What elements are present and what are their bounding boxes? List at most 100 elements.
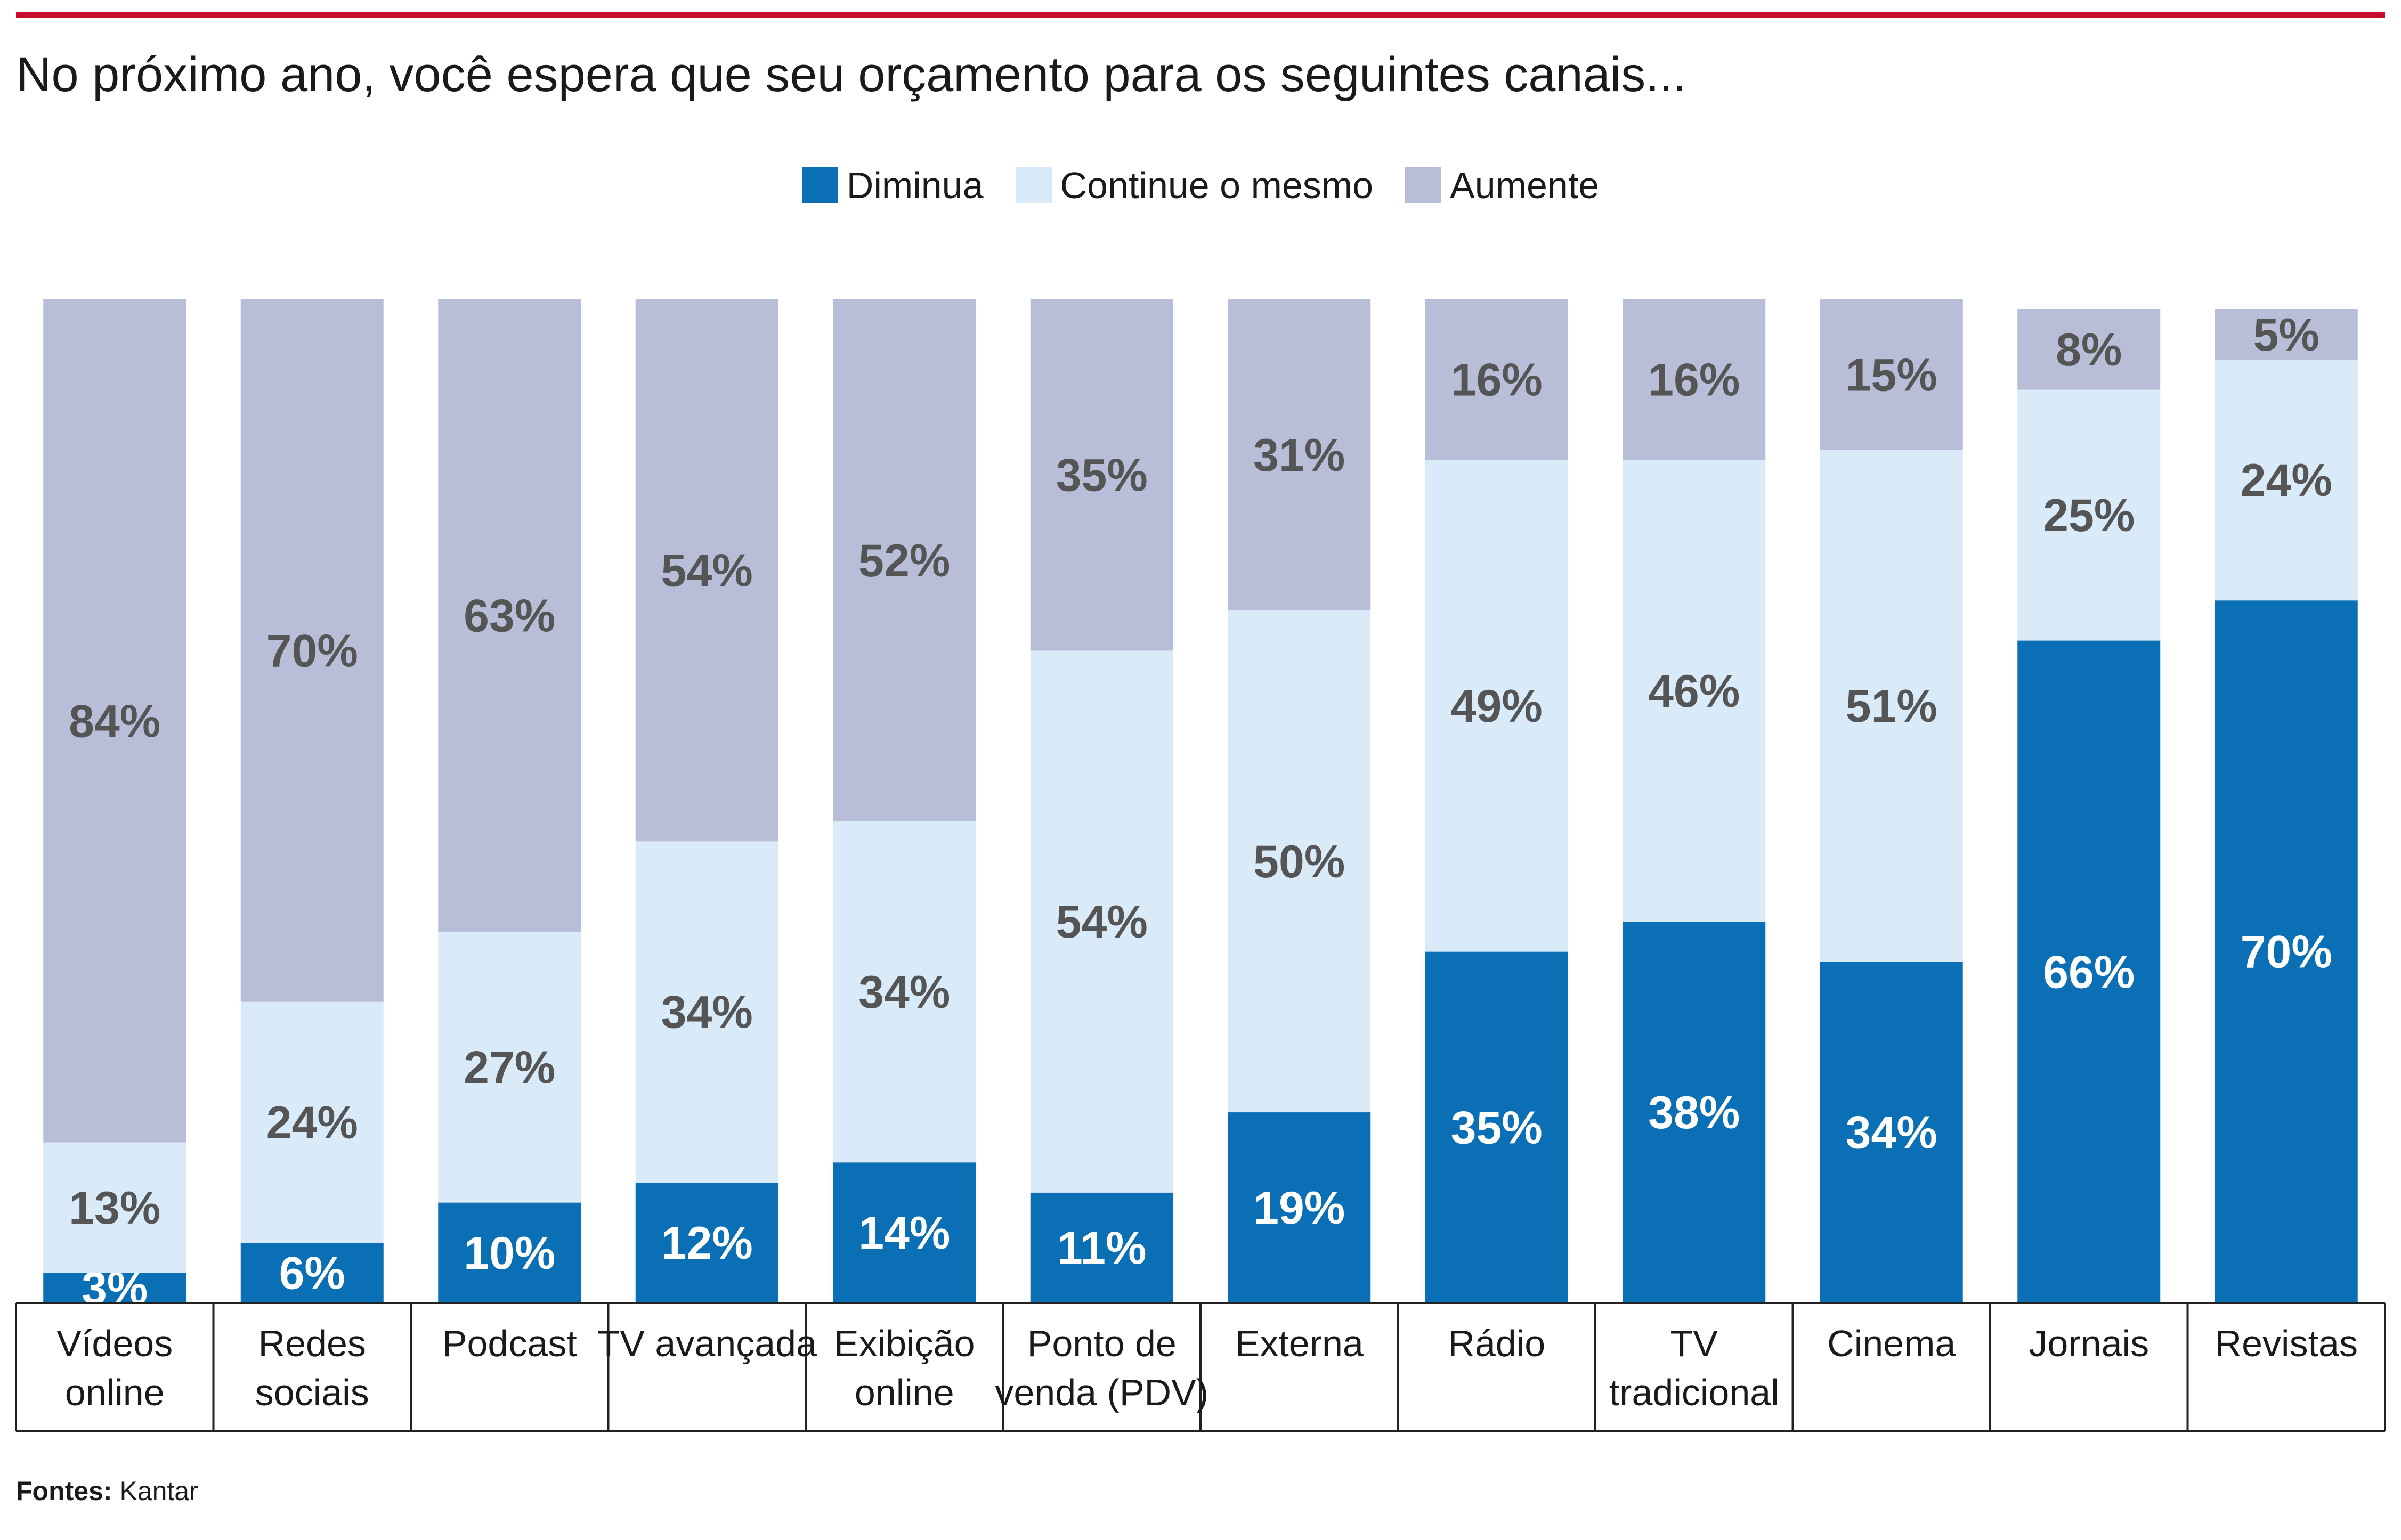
bar-value-label: 27%: [464, 1042, 555, 1093]
bar-segment: [1228, 299, 1371, 611]
category-label: Externa: [1235, 1323, 1364, 1364]
legend-swatch-aumente: [1405, 167, 1442, 203]
bar-value-label: 5%: [2253, 309, 2319, 361]
category-label: Jornais: [2029, 1323, 2149, 1364]
bar-segment: [833, 821, 976, 1163]
category-label: Cinema: [1827, 1323, 1956, 1364]
bar-segment: [2215, 600, 2358, 1303]
category-label: Exibição: [834, 1323, 975, 1364]
bar-value-label: 35%: [1451, 1102, 1543, 1153]
legend-label-continue: Continue o mesmo: [1060, 165, 1374, 206]
bar-segment: [1820, 962, 1963, 1303]
source-note: Fontes: Kantar: [16, 1476, 198, 1506]
bar-segment: [240, 1242, 384, 1303]
bar-value-label: 46%: [1648, 666, 1740, 717]
bar-value-label: 16%: [1451, 355, 1543, 406]
bar-value-label: 16%: [1648, 355, 1740, 406]
bar-segment: [1228, 610, 1371, 1113]
bar-value-label: 70%: [2241, 927, 2332, 978]
legend-item-diminua: Diminua: [801, 164, 984, 207]
bar-value-label: 49%: [1451, 681, 1543, 732]
bar-segment: [1228, 1112, 1371, 1303]
bar-segment: [240, 299, 384, 1002]
bar-segment: [43, 1273, 186, 1303]
legend-label-diminua: Diminua: [846, 165, 984, 206]
bar-value-label: 54%: [1056, 897, 1148, 948]
bar-segment: [1030, 650, 1173, 1193]
bar-segment: [1030, 1192, 1173, 1303]
source-text: Kantar: [119, 1476, 198, 1506]
bar-value-label: 52%: [858, 535, 950, 586]
bar-value-label: 25%: [2043, 490, 2135, 541]
bar-segment: [2017, 640, 2161, 1303]
bar-segment: [1623, 299, 1766, 460]
bar-segment: [438, 931, 581, 1203]
bar-segment: [43, 1142, 186, 1273]
category-label: venda (PDV): [995, 1372, 1208, 1413]
bar-segment: [1425, 299, 1568, 460]
bar-segment: [1425, 460, 1568, 952]
category-label: Rádio: [1448, 1323, 1545, 1364]
bar-value-label: 6%: [279, 1248, 345, 1299]
bar-value-label: 34%: [1846, 1107, 1937, 1159]
bar-segment: [1820, 450, 1963, 962]
bar-segment: [1623, 460, 1766, 922]
category-label: Podcast: [442, 1323, 577, 1364]
bar-value-label: 12%: [661, 1218, 753, 1269]
bar-value-label: 38%: [1648, 1087, 1740, 1138]
bar-value-label: 63%: [464, 590, 555, 641]
category-label: TV: [1670, 1323, 1718, 1364]
bar-value-label: 8%: [2056, 324, 2122, 376]
legend: Diminua Continue o mesmo Aumente: [0, 164, 2401, 207]
category-label: sociais: [255, 1372, 369, 1413]
bar-segment: [833, 1162, 976, 1303]
category-label: TV avançada: [597, 1323, 817, 1364]
legend-item-continue: Continue o mesmo: [1015, 164, 1374, 207]
chart-title: No próximo ano, você espera que seu orça…: [16, 47, 1686, 102]
bar-value-label: 13%: [69, 1183, 160, 1234]
bar-value-label: 34%: [858, 967, 950, 1018]
bar-value-label: 50%: [1253, 836, 1345, 887]
bar-value-label: 19%: [1253, 1183, 1345, 1234]
legend-swatch-diminua: [801, 167, 838, 203]
bar-value-label: 11%: [1057, 1223, 1146, 1274]
bar-value-label: 70%: [266, 625, 358, 677]
bar-segment: [2017, 389, 2161, 641]
bar-segment: [438, 1202, 581, 1303]
category-label: Redes: [258, 1323, 366, 1364]
bar-segment: [2017, 309, 2161, 390]
top-rule: [16, 12, 2385, 18]
category-label: tradicional: [1609, 1372, 1779, 1413]
legend-label-aumente: Aumente: [1450, 165, 1600, 206]
bar-segment: [833, 299, 976, 821]
bar-segment: [240, 1001, 384, 1243]
bar-segment: [635, 299, 778, 842]
bar-value-label: 34%: [661, 987, 753, 1038]
bar-segment: [1030, 299, 1173, 651]
bar-segment: [438, 299, 581, 932]
bar-segment: [635, 841, 778, 1183]
source-label: Fontes:: [16, 1476, 112, 1506]
bar-value-label: 54%: [661, 545, 753, 597]
bar-segment: [1623, 922, 1766, 1303]
bar-value-label: 10%: [464, 1228, 555, 1279]
category-label: online: [855, 1372, 954, 1413]
bar-value-label: 66%: [2043, 947, 2135, 998]
category-label: online: [65, 1372, 165, 1413]
bar-value-label: 31%: [1253, 430, 1345, 481]
bar-value-label: 14%: [858, 1208, 950, 1259]
bar-segment: [1425, 951, 1568, 1303]
bar-value-label: 51%: [1846, 681, 1937, 732]
category-label: Ponto de: [1027, 1323, 1177, 1364]
legend-swatch-continue: [1015, 167, 1052, 203]
bar-value-label: 24%: [266, 1097, 358, 1148]
bar-segment: [635, 1182, 778, 1303]
category-label: Revistas: [2215, 1323, 2358, 1364]
legend-item-aumente: Aumente: [1405, 164, 1599, 207]
bar-value-label: 84%: [69, 696, 160, 747]
bar-segment: [43, 299, 186, 1143]
bar-segment: [2215, 360, 2358, 601]
bar-value-label: 24%: [2241, 455, 2332, 506]
bar-value-label: 35%: [1056, 450, 1148, 501]
